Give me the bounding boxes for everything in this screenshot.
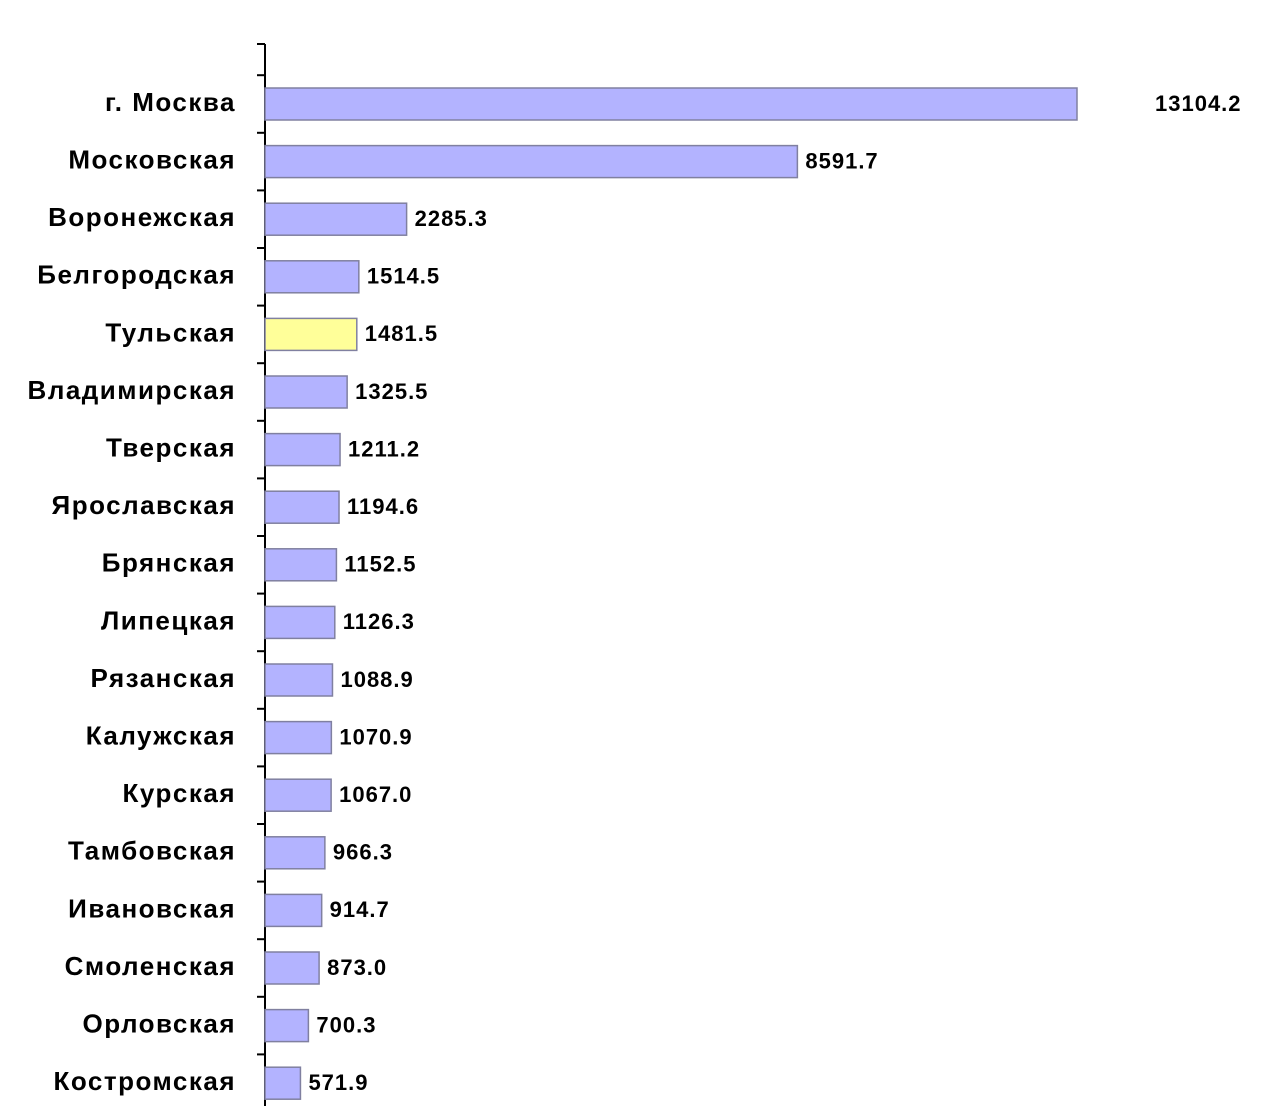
bar: [264, 87, 1078, 121]
category-label: Белгородская: [37, 260, 236, 290]
bar: [264, 951, 320, 985]
bar: [264, 720, 333, 755]
value-label: 1152.5: [344, 552, 416, 577]
category-label: Московская: [68, 144, 236, 174]
bar: [264, 893, 323, 928]
category-label: Смоленская: [65, 951, 236, 981]
bar: [264, 1066, 302, 1100]
category-label: Тамбовская: [68, 836, 236, 866]
value-label: 1211.2: [348, 436, 420, 461]
value-label: 1481.5: [365, 321, 438, 346]
category-label: Калужская: [86, 720, 236, 750]
value-label: 571.9: [308, 1070, 368, 1095]
bar: [264, 1008, 310, 1043]
value-label: 873.0: [327, 955, 387, 980]
value-label: 1514.5: [367, 264, 440, 289]
category-label: Костромская: [53, 1066, 236, 1096]
value-label: 13104.2: [1155, 91, 1242, 116]
category-label: Тульская: [105, 317, 236, 347]
category-label: Тверская: [106, 432, 236, 462]
bar: [264, 202, 408, 236]
category-label: Владимирская: [28, 375, 236, 405]
value-label: 966.3: [333, 840, 393, 865]
value-label: 700.3: [316, 1012, 376, 1037]
bar: [264, 490, 340, 524]
category-label: Орловская: [83, 1008, 236, 1038]
value-label: 914.7: [330, 897, 390, 922]
bar: [264, 663, 334, 697]
value-label: 2285.3: [415, 206, 488, 231]
category-label: Брянская: [102, 548, 236, 578]
value-label: 8591.7: [805, 148, 878, 173]
bar: [264, 375, 348, 409]
bar: [264, 260, 360, 294]
category-label: Ивановская: [68, 893, 236, 923]
value-label: 1194.6: [347, 494, 419, 519]
category-label: Рязанская: [90, 663, 236, 693]
bar: [264, 144, 799, 179]
category-label: Воронежская: [48, 202, 236, 232]
category-label: Ярославская: [52, 490, 236, 520]
value-label: 1126.3: [343, 609, 415, 634]
bar: [264, 548, 338, 582]
value-label: 1088.9: [340, 667, 413, 692]
bar: [264, 605, 336, 640]
value-label: 1067.0: [339, 782, 412, 807]
category-label: Липецкая: [101, 605, 236, 635]
bar: [264, 317, 358, 352]
value-label: 1070.9: [339, 724, 412, 749]
bar: [264, 432, 341, 467]
category-label: Курская: [123, 778, 236, 808]
bar: [264, 836, 326, 870]
value-label: 1325.5: [355, 379, 428, 404]
category-label: г. Москва: [105, 87, 236, 117]
bar: [264, 778, 332, 812]
